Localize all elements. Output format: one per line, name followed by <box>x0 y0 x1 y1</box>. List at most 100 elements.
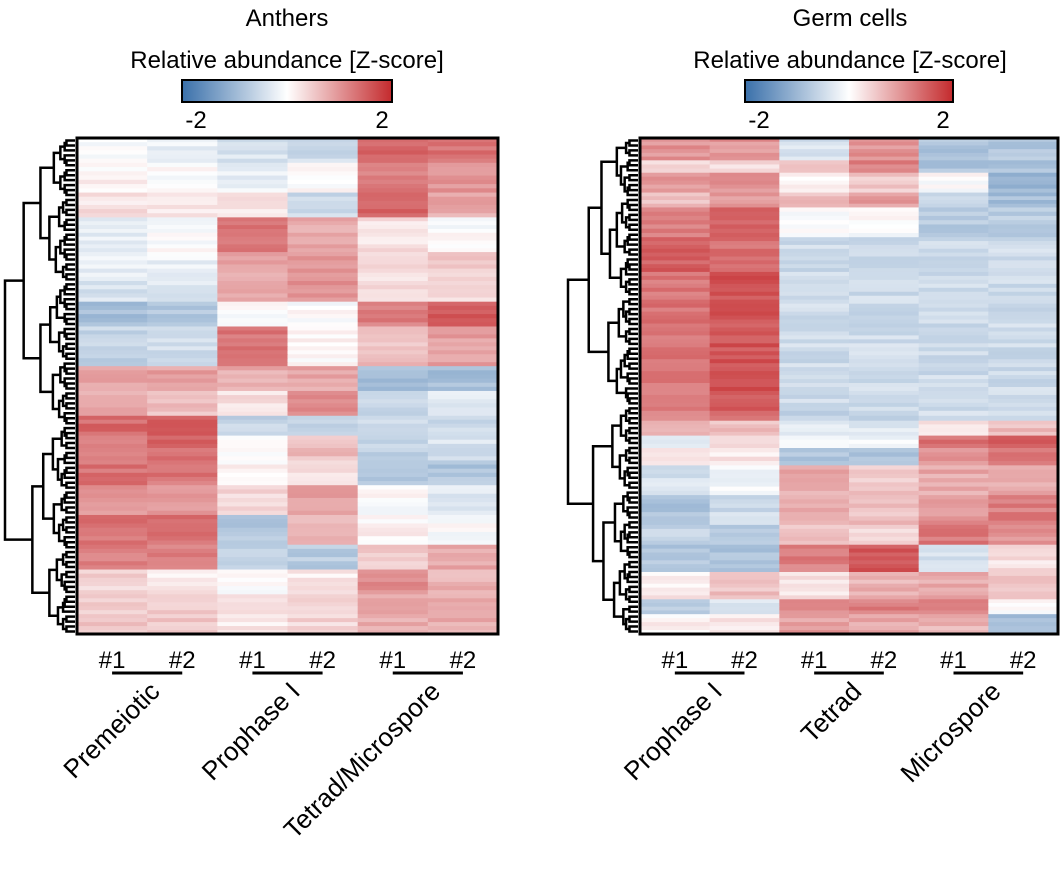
heatmap-cell <box>988 307 1059 313</box>
dendrogram-branch <box>60 472 67 487</box>
heatmap-cell <box>779 587 850 592</box>
heatmap-cell <box>217 443 288 449</box>
heatmap-cell <box>427 240 499 245</box>
dendrogram-branch <box>65 625 75 633</box>
heatmap-cell <box>779 626 850 631</box>
heatmap-cell <box>147 476 218 482</box>
heatmap-cell <box>709 237 780 242</box>
heatmap-cell <box>988 568 1059 573</box>
heatmap-cell <box>357 489 429 495</box>
heatmap-cell <box>918 331 989 336</box>
heatmap-cell <box>849 579 920 585</box>
heatmap-cell <box>988 367 1059 372</box>
heatmap-cell <box>640 587 711 592</box>
heatmap-cell <box>427 531 499 537</box>
column-label: #1 <box>940 647 967 674</box>
heatmap-cell <box>709 595 780 600</box>
dendrogram-branch <box>628 337 638 346</box>
heatmap-cell <box>779 207 850 213</box>
heatmap-cell <box>709 512 780 517</box>
dendrogram-branch <box>628 496 638 504</box>
heatmap-cell <box>287 297 359 303</box>
heatmap-cell <box>147 590 218 595</box>
heatmap-cell <box>77 502 148 507</box>
heatmap-cell <box>779 495 850 500</box>
panel-germ-cells: Germ cells Relative abundance [Z-score] … <box>566 5 1060 788</box>
group-label: Tetrad/Microspore <box>278 676 446 844</box>
heatmap-cell <box>779 260 850 265</box>
heatmap-cell <box>147 175 218 181</box>
heatmap-cell <box>709 271 780 277</box>
heatmap-cell <box>849 359 920 364</box>
heatmap-cell <box>988 435 1059 441</box>
heatmap-cell <box>779 200 850 205</box>
heatmap-cell <box>640 591 711 596</box>
heatmap-cell <box>147 346 218 351</box>
heatmap-cell <box>849 486 920 492</box>
heatmap-cell <box>988 184 1059 190</box>
heatmap-cell <box>287 448 359 453</box>
heatmap-cell <box>709 295 780 301</box>
heatmap-cell <box>427 326 499 331</box>
heatmap-cell <box>357 386 429 392</box>
heatmap-cell <box>640 168 711 174</box>
heatmap-cell <box>357 236 429 242</box>
heatmap-cell <box>427 330 499 335</box>
heatmap-cell <box>918 145 989 150</box>
heatmap-cell <box>640 220 711 225</box>
heatmap-cell <box>709 560 780 565</box>
heatmap-cell <box>849 268 920 273</box>
heatmap-cell <box>849 203 920 208</box>
heatmap-cell <box>640 275 711 281</box>
heatmap-cell <box>709 486 780 492</box>
heatmap-cell <box>640 351 711 356</box>
heatmap-cell <box>147 527 218 533</box>
heatmap-cell <box>918 241 989 246</box>
heatmap-cell <box>357 354 429 359</box>
heatmap-cell <box>849 311 920 317</box>
heatmap-cell <box>640 196 711 201</box>
heatmap-cell <box>849 299 920 305</box>
dendrogram-branch <box>65 416 75 425</box>
heatmap-cell <box>779 603 850 608</box>
heatmap-cell <box>427 196 499 202</box>
panel-title: Anthers <box>246 5 329 32</box>
heatmap-cell <box>77 386 148 392</box>
heatmap-cell <box>918 228 989 234</box>
heatmap-cell <box>147 225 218 230</box>
heatmap-cell <box>988 156 1059 161</box>
heatmap-cell <box>77 285 148 290</box>
colorbar-label: Relative abundance [Z-score] <box>130 47 444 74</box>
heatmap-cell <box>779 224 850 230</box>
heatmap-cell <box>640 606 711 611</box>
heatmap-cell <box>427 209 499 214</box>
heatmap-cell <box>427 468 499 474</box>
heatmap-cell <box>640 355 711 360</box>
heatmap-cell <box>640 241 711 246</box>
heatmap-cell <box>709 520 780 526</box>
heatmap-cell <box>217 314 288 319</box>
heatmap-cell <box>918 572 989 577</box>
heatmap-cell <box>147 489 218 495</box>
heatmap-cell <box>217 407 288 413</box>
dendrogram-branch <box>22 201 41 360</box>
heatmap-cell <box>849 291 920 297</box>
heatmap-cell <box>77 162 148 168</box>
heatmap-cell <box>217 289 288 294</box>
heatmap-cell <box>287 236 359 242</box>
heatmap-cell <box>77 548 148 554</box>
heatmap-cell <box>217 378 288 384</box>
heatmap-cell <box>779 452 850 458</box>
dendrogram-branch <box>628 605 638 613</box>
dendrogram-branch <box>65 208 75 217</box>
heatmap-cell <box>779 610 850 615</box>
dendrogram-branch <box>587 206 609 354</box>
heatmap-cell <box>988 622 1059 627</box>
heatmap-cell <box>427 476 499 482</box>
heatmap-cell <box>147 213 218 218</box>
heatmap-cell <box>287 399 359 404</box>
heatmap-cell <box>779 443 850 449</box>
heatmap-cell <box>709 283 780 289</box>
heatmap-cell <box>217 244 288 249</box>
